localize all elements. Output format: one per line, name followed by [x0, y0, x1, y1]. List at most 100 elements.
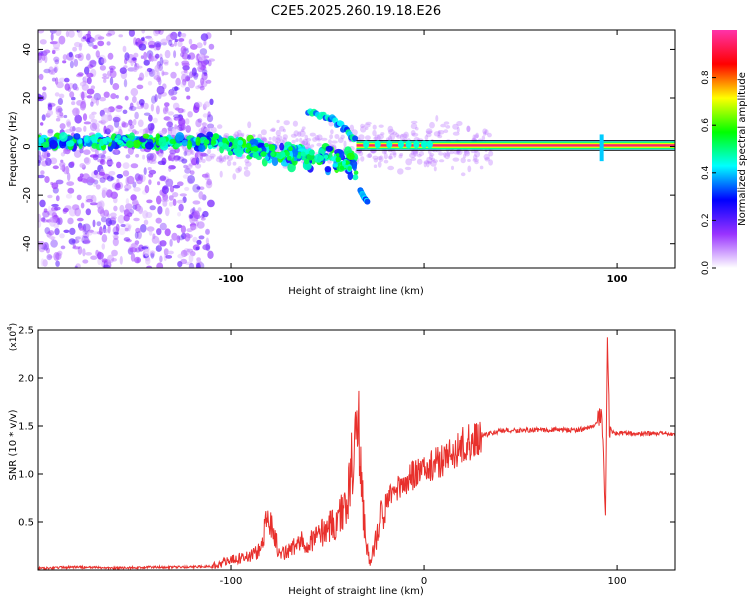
- band-blob: [302, 161, 312, 171]
- noise-speck: [198, 191, 204, 200]
- noise-speck: [180, 52, 185, 57]
- noise-speck: [187, 54, 191, 60]
- noise-speck: [75, 108, 79, 117]
- noise-speck: [103, 264, 110, 268]
- noise-speck: [128, 30, 135, 37]
- noise-speck: [162, 71, 169, 76]
- noise-speck: [80, 202, 85, 209]
- band-halo-speck: [366, 153, 373, 158]
- noise-speck: [38, 240, 43, 250]
- noise-speck: [91, 122, 100, 130]
- noise-speck: [124, 188, 129, 192]
- band-halo-speck: [275, 135, 283, 141]
- band-halo-speck: [410, 130, 416, 136]
- carrier-onset-blob: [405, 140, 412, 149]
- band-halo-speck: [360, 123, 365, 129]
- carrier-onset-blob: [374, 140, 381, 149]
- band-halo-speck: [314, 135, 320, 141]
- noise-speck: [99, 226, 103, 236]
- noise-speck: [157, 205, 163, 215]
- noise-speck: [78, 225, 84, 231]
- noise-speck: [79, 102, 86, 111]
- noise-speck: [122, 45, 127, 53]
- band-halo-speck: [377, 156, 383, 161]
- noise-speck: [93, 92, 102, 101]
- noise-speck: [125, 198, 130, 205]
- noise-speck: [69, 227, 76, 235]
- noise-speck: [145, 257, 151, 265]
- band-core: [212, 133, 220, 140]
- noise-speck: [137, 206, 144, 213]
- band-core: [207, 144, 213, 150]
- noise-speck: [187, 175, 196, 184]
- noise-speck: [44, 227, 51, 235]
- snr-y-tick-label: 1.0: [18, 470, 34, 481]
- noise-speck: [83, 121, 92, 125]
- noise-speck: [186, 248, 194, 253]
- band-halo-speck: [456, 126, 460, 133]
- noise-speck: [52, 47, 60, 52]
- band-core: [245, 148, 250, 153]
- noise-speck: [82, 113, 88, 121]
- noise-speck: [150, 159, 157, 164]
- noise-speck: [148, 169, 157, 175]
- noise-speck: [82, 248, 86, 257]
- noise-speck: [204, 101, 210, 108]
- band-core: [117, 139, 123, 144]
- band-halo-speck: [463, 153, 467, 159]
- spectrogram-x-ticks: -100 100: [219, 30, 628, 285]
- noise-speck: [84, 157, 91, 165]
- band-blob: [174, 143, 181, 148]
- noise-speck: [155, 53, 160, 59]
- band-halo-speck: [283, 120, 290, 126]
- band-blob: [158, 136, 166, 143]
- band-halo-speck: [467, 159, 471, 162]
- noise-speck: [111, 249, 118, 257]
- noise-speck: [68, 51, 73, 58]
- noise-speck: [64, 83, 71, 91]
- colorbar-tick-label: 0.8: [701, 70, 711, 85]
- noise-speck: [130, 252, 136, 262]
- band-halo-speck: [232, 173, 237, 180]
- noise-speck: [162, 106, 169, 114]
- noise-speck: [95, 97, 99, 106]
- colorbar-ticks: 0.0 0.2 0.4 0.6 0.8: [701, 70, 716, 275]
- noise-speck: [196, 42, 203, 49]
- noise-speck: [101, 187, 108, 194]
- noise-speck: [159, 222, 167, 231]
- noise-speck: [100, 58, 107, 64]
- noise-speck: [90, 101, 94, 107]
- band-halo-speck: [291, 139, 296, 144]
- noise-speck: [89, 59, 97, 68]
- lower-branch-blob: [364, 198, 371, 205]
- band-halo-speck: [445, 125, 451, 129]
- noise-speck: [99, 159, 106, 166]
- noise-speck: [180, 70, 189, 76]
- snr-series-line: [38, 337, 675, 570]
- noise-speck: [143, 167, 147, 176]
- noise-speck: [40, 122, 44, 126]
- noise-speck: [198, 235, 205, 240]
- noise-speck: [159, 255, 163, 263]
- noise-speck: [86, 77, 92, 85]
- noise-speck: [205, 79, 212, 84]
- band-halo-speck: [310, 144, 315, 148]
- noise-speck: [175, 115, 180, 122]
- band-halo-speck: [316, 142, 322, 147]
- noise-speck: [204, 127, 213, 132]
- band-halo-speck: [435, 115, 439, 122]
- noise-speck: [109, 212, 117, 218]
- noise-speck: [189, 223, 197, 227]
- noise-speck: [208, 43, 215, 50]
- noise-speck: [38, 73, 44, 80]
- band-halo-speck: [472, 158, 479, 163]
- noise-speck: [188, 38, 193, 45]
- noise-speck: [41, 114, 46, 121]
- noise-speck: [100, 216, 107, 223]
- noise-speck: [130, 59, 134, 67]
- noise-speck: [168, 39, 173, 46]
- noise-speck: [129, 102, 134, 110]
- noise-speck: [76, 73, 83, 78]
- noise-speck: [99, 177, 106, 183]
- band-halo-speck: [423, 161, 427, 168]
